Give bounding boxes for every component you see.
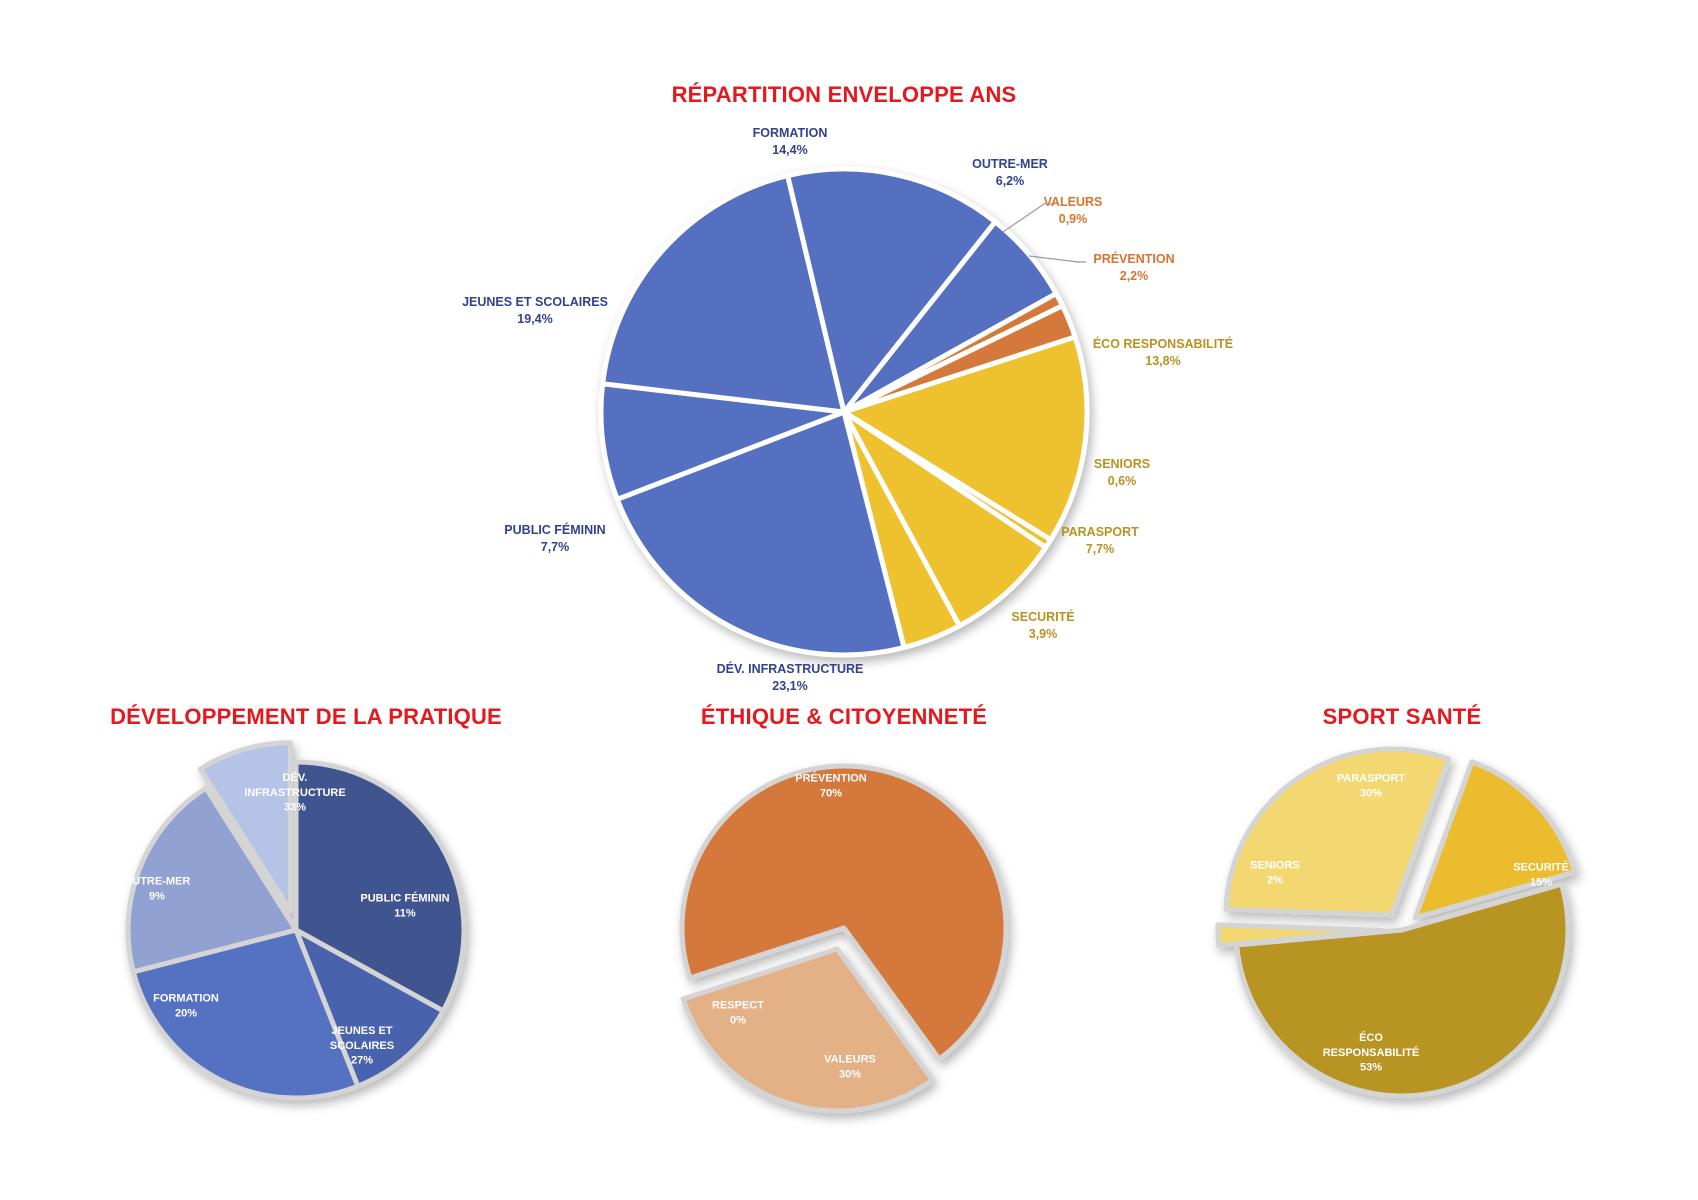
sport-sante-slice-securite [1412,759,1578,921]
repartition-enveloppe-ans-slice-prevention-label: PRÉVENTION 2,2% [1093,251,1174,283]
repartition-enveloppe-ans-slice-parasport [841,409,1049,629]
main-chart-title: RÉPARTITION ENVELOPPE ANS [671,82,1017,107]
sport-sante-slice-eco-responsabilite-label: ÉCO RESPONSABILITÉ 53% [1323,1031,1420,1074]
developpement-pie: DÉV. INFRASTRUCTURE 33% PUBLIC FÉMININ 11% JE… [124,740,467,1101]
developpement-de-la-pratique-slice-dev-infrastructure [293,759,467,1014]
developpement-de-la-pratique-slice-public-feminin [293,927,446,1089]
repartition-enveloppe-ans-slice-outre-mer-label: OUTRE-MER 6,2% [972,157,1048,188]
repartition-enveloppe-ans-slice-public-feminin-label: PUBLIC FÉMININ 7,7% [504,522,605,554]
sport-sante-slice-parasport-label: PARASPORT 30% [1337,772,1406,799]
repartition-enveloppe-ans-slice-jeunes-et-scolaires [600,173,847,415]
sport-sante-slice-seniors-label: SENIORS 2% [1250,859,1300,886]
sport-sante-pie: PARASPORT 30% SECURITÉ 15% ÉCO RESPONSABILITÉ… [1215,746,1578,1099]
repartition-enveloppe-ans-slice-prevention [841,303,1078,415]
developpement-de-la-pratique-slice-dev-infrastructure-label: DÉV. INFRASTRUCTURE 33% [244,771,345,814]
ethique-citoyennete-slice-respect-label: RESPECT 0% [712,999,764,1026]
repartition-enveloppe-ans-slice-securite-label: SECURITÉ 3,9% [1011,609,1074,641]
sport-sante-chart-title: SPORT SANTÉ [1322,704,1482,729]
developpement-de-la-pratique-slice-public-feminin-label: PUBLIC FÉMININ 11% [360,891,449,919]
sport-sante-slice-seniors [1215,922,1387,949]
developpement-de-la-pratique-slice-formation [125,785,299,975]
repartition-enveloppe-ans-slice-valeurs-label: VALEURS 0,9% [1044,195,1103,226]
main-pie: ÉCO RESPONSABILITÉ 13,8% SENIORS 0,6% PARASP… [462,126,1233,693]
ethique-pie: PRÉVENTION 70% VALEURS 30% RESPECT 0% [679,763,1009,1114]
developpement-de-la-pratique-slice-outre-mer-label: OUTRE-MER 9% [124,875,191,902]
repartition-enveloppe-ans-slice-jeunes-et-scolaires-label: JEUNES ET SCOLAIRES 19,4% [462,295,608,326]
developpement-de-la-pratique-slice-jeunes-et-scolaires [130,927,361,1101]
ethique-citoyennete-slice-valeurs [680,946,935,1114]
ethique-citoyennete-slice-prevention-label: PRÉVENTION 70% [795,771,867,799]
repartition-enveloppe-ans-slice-eco-responsabilite [841,334,1090,543]
repartition-enveloppe-ans-slice-prevention-leader-line [1028,255,1086,263]
repartition-enveloppe-ans-slice-dev-infrastructure-label: DÉV. INFRASTRUCTURE 23,1% [717,661,864,693]
repartition-enveloppe-ans-slice-formation [785,166,998,415]
repartition-enveloppe-ans-slice-formation-label: FORMATION 14,4% [753,126,828,157]
ethique-citoyennete-slice-valeurs-label: VALEURS 30% [824,1053,876,1080]
developpement-de-la-pratique-slice-outre-mer [197,740,293,914]
sport-sante-slice-securite-label: SECURITÉ 15% [1513,860,1569,888]
ethique-chart-title: ÉTHIQUE & CITOYENNETÉ [700,704,988,729]
repartition-enveloppe-ans-slice-eco-responsabilite-label: ÉCO RESPONSABILITÉ 13,8% [1093,336,1233,368]
repartition-enveloppe-ans-slice-parasport-label: PARASPORT 7,7% [1061,525,1139,556]
repartition-enveloppe-ans-slice-public-feminin [598,381,847,502]
sport-sante-slice-eco-responsabilite [1234,881,1571,1099]
ethique-citoyennete-slice-prevention [679,763,1009,1062]
repartition-enveloppe-ans-slice-seniors-label: SENIORS 0,6% [1094,457,1150,488]
sport-sante-slice-parasport [1223,746,1452,918]
developpement-de-la-pratique-slice-jeunes-et-scolaires-label: JEUNES ET SCOLAIRES 27% [330,1025,394,1067]
developpement-chart-title: DÉVELOPPEMENT DE LA PRATIQUE [110,704,502,729]
developpement-de-la-pratique-slice-formation-label: FORMATION 20% [153,992,219,1019]
repartition-enveloppe-ans-slice-valeurs-leader-line [1002,203,1052,233]
